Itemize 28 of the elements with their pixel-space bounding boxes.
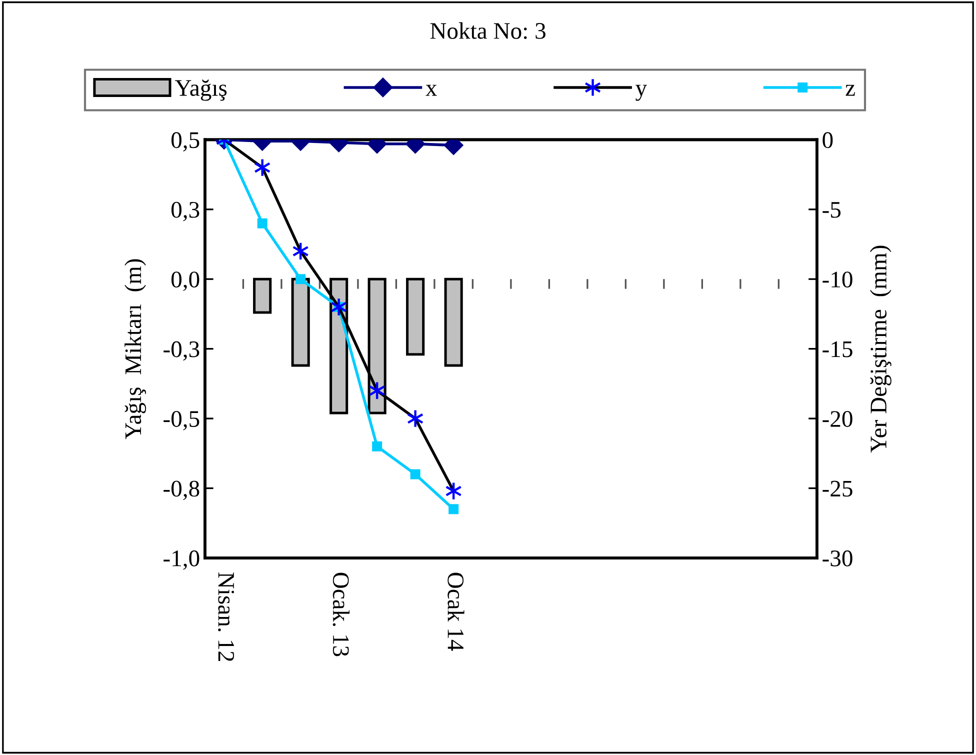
legend-label: y xyxy=(636,84,647,101)
point xyxy=(296,274,306,284)
y-tick-label: 0,0 xyxy=(171,272,200,291)
point xyxy=(410,469,420,480)
y-tick-label: -1,0 xyxy=(164,550,200,570)
y-tick-label: 0,5 xyxy=(171,132,200,152)
point xyxy=(372,441,382,452)
y-tick-label: -0,8 xyxy=(164,480,200,500)
chart-title: Nokta No: 3 xyxy=(430,22,546,40)
y2-tick-label: -5 xyxy=(822,202,841,218)
y-axis-title: Yağış Miktarı (m) xyxy=(124,259,146,440)
legend-label: x xyxy=(426,84,437,96)
x-tick-label: Nisan. 12 xyxy=(218,572,234,662)
y-tick-label: 0,3 xyxy=(171,202,200,222)
y-tick-label: -0,3 xyxy=(164,341,200,361)
y2-tick-label: -15 xyxy=(822,341,852,358)
y2-tick-label: -10 xyxy=(822,272,852,288)
point xyxy=(448,504,459,514)
y2-tick-label: -25 xyxy=(822,480,852,497)
y2-tick-label: -30 xyxy=(822,550,852,566)
y2-tick-label: 0 xyxy=(822,132,833,148)
x-tick-label: Ocak 14 xyxy=(448,572,464,651)
legend-label: z xyxy=(846,84,855,96)
x-tick-label: Ocak. 13 xyxy=(332,572,350,656)
y2-tick-label: -20 xyxy=(822,411,852,427)
y2-axis-title: Yer Değiştirme (mm) xyxy=(870,246,892,453)
legend-label: Yağış xyxy=(174,80,227,101)
y-tick-label: -0,5 xyxy=(164,411,200,430)
